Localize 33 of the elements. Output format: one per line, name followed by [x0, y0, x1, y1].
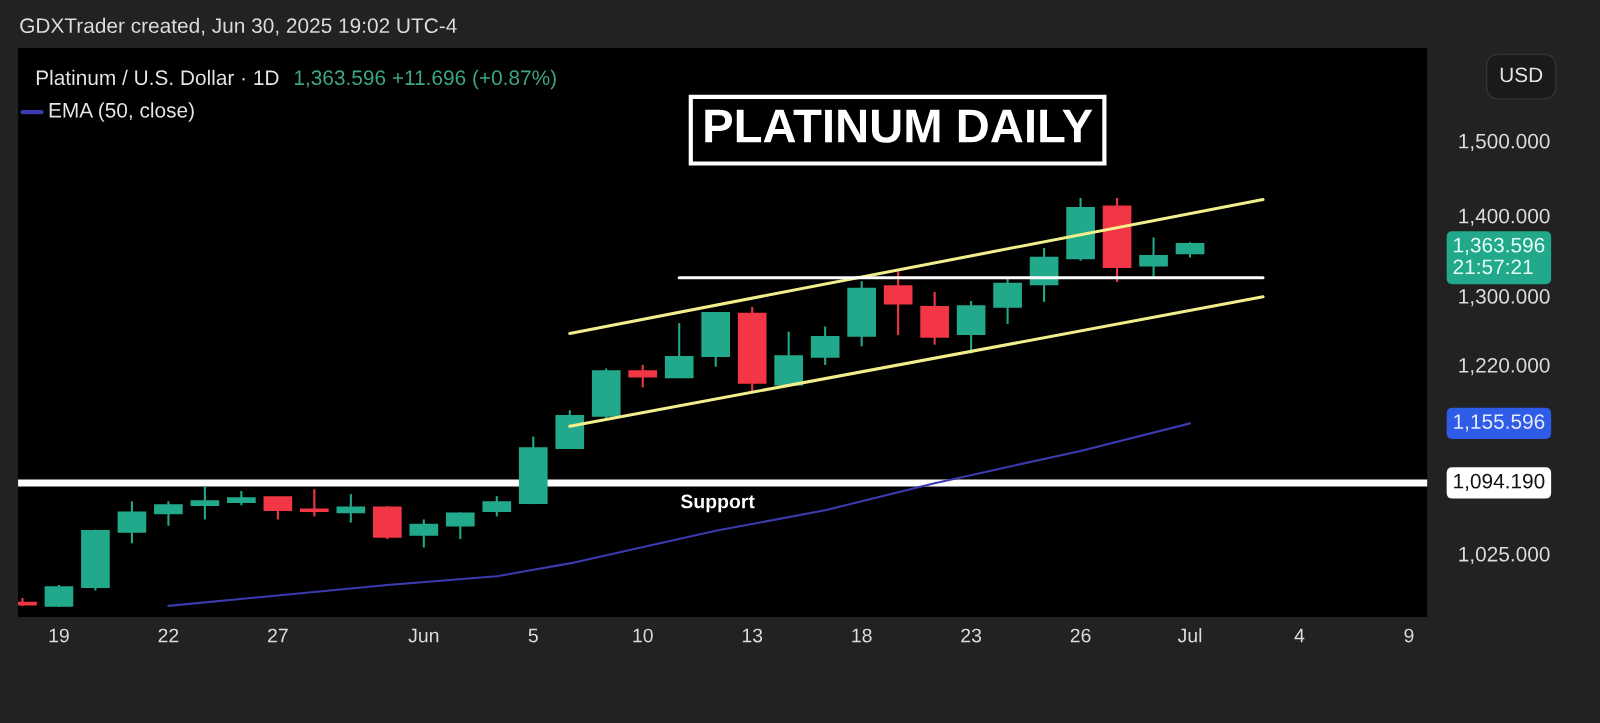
text: 1,155.596	[1454, 414, 1545, 432]
text: 1,363.596 21:57:21	[1453, 237, 1545, 275]
candlestick	[154, 500, 183, 527]
y-tick-label: 1,025.000	[1459, 546, 1550, 565]
x-tick-label: 13	[742, 628, 763, 643]
x-tick-label: 10	[633, 628, 653, 643]
x-tick-label: 27	[268, 628, 288, 643]
text: USD	[1500, 67, 1543, 83]
x-tick-label: 22	[158, 628, 179, 643]
y-tick-label: 1,220.000	[1459, 357, 1550, 376]
y-tick-label: 1,300.000	[1459, 289, 1550, 307]
y-tick-label: 1,400.000	[1459, 208, 1550, 226]
ref-line-label: Support	[680, 494, 755, 513]
line-series	[167, 422, 1192, 607]
candlestick	[336, 493, 366, 524]
x-tick-label: 23	[961, 628, 982, 643]
x-tick-label: 5	[528, 628, 538, 643]
candlestick	[190, 485, 220, 521]
x-tick-label: 9	[1404, 628, 1414, 643]
x-tick-label: Jun	[408, 628, 439, 643]
text: Platinum / U.S. Dollar · 1D	[36, 69, 279, 86]
x-tick-label: Jul	[1177, 628, 1202, 643]
annotation: 1,363.596 +11.696 (+0.87%)	[294, 69, 556, 90]
x-tick-label: 26	[1070, 628, 1091, 643]
text: GDXTrader created, Jun 30, 2025 19:02 UTC-4	[20, 17, 457, 36]
text: 1,094.190	[1454, 473, 1545, 492]
y-tick-label: 1,500.000	[1459, 133, 1550, 152]
x-tick-label: 18	[852, 628, 872, 643]
candlestick	[300, 488, 329, 518]
x-tick-label: 19	[49, 628, 69, 643]
text: PLATINUM DAILY	[705, 109, 1093, 143]
legend-label: EMA (50, close)	[49, 102, 194, 122]
x-tick-label: 4	[1294, 628, 1305, 643]
